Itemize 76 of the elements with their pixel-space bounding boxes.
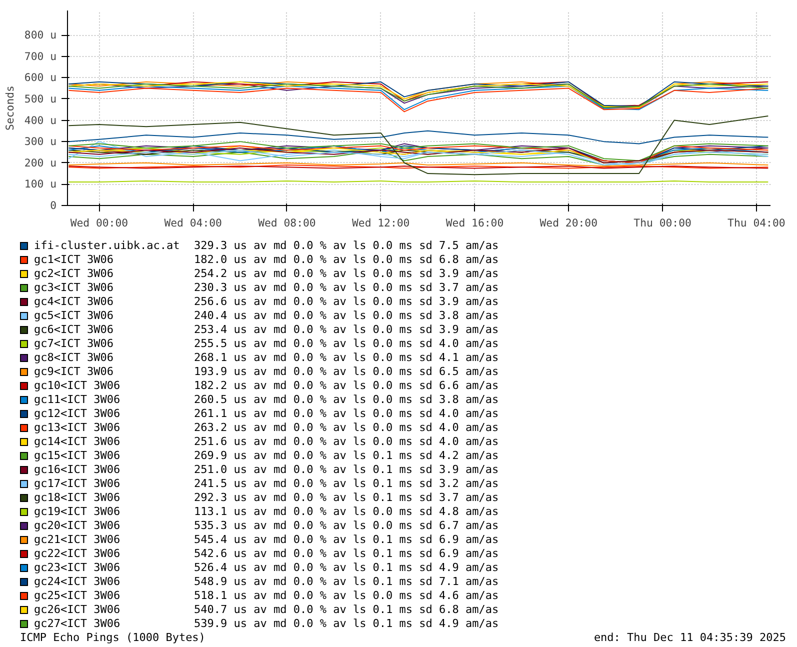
legend-label: gc13<ICT 3W06 xyxy=(34,421,122,435)
text: 182.0 us av md 0.0 % av ls 0.0 ms sd 6.8 am/as xyxy=(194,253,499,267)
y-tick-label: 800 u xyxy=(24,28,56,42)
legend-label: gc20<ICT 3W06 xyxy=(34,519,122,533)
text: 253.4 us av md 0.0 % av ls 0.0 ms sd 3.9 am/as xyxy=(194,323,499,337)
legend-label: gc11<ICT 3W06 xyxy=(34,393,122,407)
legend-label: gc1<ICT 3W06 xyxy=(34,253,114,267)
x-tick-label: Thu 04:00 xyxy=(728,216,786,230)
text: 263.2 us av md 0.0 % av ls 0.0 ms sd 4.0 am/as xyxy=(194,421,499,435)
legend-label: gc19<ICT 3W06 xyxy=(34,505,122,519)
y-tick-label: 600 u xyxy=(24,71,56,84)
text: 182.2 us av md 0.0 % av ls 0.0 ms sd 6.6 am/as xyxy=(194,379,499,393)
text: ICMP Echo Pings (1000 Bytes) xyxy=(20,631,206,645)
legend-label: gc9<ICT 3W06 xyxy=(34,365,114,379)
y-tick-label: 400 u xyxy=(24,114,56,127)
legend-label: gc26<ICT 3W06 xyxy=(34,603,122,617)
legend-label: gc6<ICT 3W06 xyxy=(34,323,114,337)
legend-label: ifi-cluster.uibk.ac.at xyxy=(34,239,181,253)
legend-label: gc2<ICT 3W06 xyxy=(34,267,114,281)
legend-label: gc4<ICT 3W06 xyxy=(34,295,114,309)
y-tick-label: 700 u xyxy=(24,50,56,63)
text: 254.2 us av md 0.0 % av ls 0.0 ms sd 3.9 am/as xyxy=(194,267,499,281)
text: 540.7 us av md 0.0 % av ls 0.1 ms sd 6.8 am/as xyxy=(194,603,499,617)
x-tick-label: Wed 16:00 xyxy=(446,216,504,230)
legend-label: gc22<ICT 3W06 xyxy=(34,547,122,561)
legend-label: gc18<ICT 3W06 xyxy=(34,491,122,505)
text: 542.6 us av md 0.0 % av ls 0.1 ms sd 6.9 am/as xyxy=(194,547,499,561)
y-tick-label: 500 u xyxy=(24,92,56,106)
x-tick-label: Thu 00:00 xyxy=(634,216,692,230)
text: 256.6 us av md 0.0 % av ls 0.0 ms sd 3.9 am/as xyxy=(194,295,499,309)
text: 292.3 us av md 0.0 % av ls 0.1 ms sd 3.7 am/as xyxy=(194,491,499,505)
y-tick-label: 200 u xyxy=(24,156,56,170)
legend-label: gc7<ICT 3W06 xyxy=(34,337,114,351)
legend-label: gc15<ICT 3W06 xyxy=(34,449,122,463)
text: 548.9 us av md 0.0 % av ls 0.1 ms sd 7.1 am/as xyxy=(194,575,499,589)
y-tick-label: 300 u xyxy=(24,135,56,148)
legend-label: gc8<ICT 3W06 xyxy=(34,351,114,365)
legend-label: gc21<ICT 3W06 xyxy=(34,533,122,547)
text: end: Thu Dec 11 04:35:39 2025 xyxy=(594,631,786,645)
text: 251.0 us av md 0.0 % av ls 0.1 ms sd 3.9 am/as xyxy=(194,463,499,477)
legend-label: gc12<ICT 3W06 xyxy=(34,407,122,421)
text: 526.4 us av md 0.0 % av ls 0.1 ms sd 4.9 am/as xyxy=(194,561,499,575)
legend-label: gc16<ICT 3W06 xyxy=(34,463,122,477)
text: 241.5 us av md 0.0 % av ls 0.1 ms sd 3.2 am/as xyxy=(194,477,499,491)
legend-label: gc23<ICT 3W06 xyxy=(34,561,122,575)
text: 268.1 us av md 0.0 % av ls 0.0 ms sd 4.1 am/as xyxy=(194,351,499,365)
text: 539.9 us av md 0.0 % av ls 0.1 ms sd 4.9 am/as xyxy=(194,617,499,631)
y-axis-title: Seconds xyxy=(3,86,16,130)
text: 535.3 us av md 0.0 % av ls 0.0 ms sd 6.7 am/as xyxy=(194,519,499,533)
legend-label: gc5<ICT 3W06 xyxy=(34,309,114,323)
text: 113.1 us av md 0.0 % av ls 0.0 ms sd 4.8 am/as xyxy=(194,505,499,519)
x-tick-label: Wed 12:00 xyxy=(352,216,410,230)
legend-label: gc25<ICT 3W06 xyxy=(34,589,122,603)
text: 329.3 us av md 0.0 % av ls 0.0 ms sd 7.5 am/as xyxy=(194,239,499,253)
x-tick-label: Wed 04:00 xyxy=(164,216,222,230)
legend-label: gc17<ICT 3W06 xyxy=(34,477,122,491)
legend-label: gc24<ICT 3W06 xyxy=(34,575,122,589)
legend-label: gc10<ICT 3W06 xyxy=(34,379,122,393)
text: 518.1 us av md 0.0 % av ls 0.0 ms sd 4.6 am/as xyxy=(194,589,499,603)
text: 269.9 us av md 0.0 % av ls 0.1 ms sd 4.2 am/as xyxy=(194,449,499,463)
x-tick-label: Wed 08:00 xyxy=(258,216,316,230)
legend-label: gc14<ICT 3W06 xyxy=(34,435,122,449)
text: 255.5 us av md 0.0 % av ls 0.0 ms sd 4.0 am/as xyxy=(194,337,499,351)
legend-label: gc3<ICT 3W06 xyxy=(34,281,114,295)
text: 251.6 us av md 0.0 % av ls 0.0 ms sd 4.0 am/as xyxy=(194,435,499,449)
text: 260.5 us av md 0.0 % av ls 0.0 ms sd 3.8 am/as xyxy=(194,393,499,407)
legend-label: gc27<ICT 3W06 xyxy=(34,617,122,631)
text: 261.1 us av md 0.0 % av ls 0.0 ms sd 4.0 am/as xyxy=(194,407,499,421)
text: 545.4 us av md 0.0 % av ls 0.1 ms sd 6.9 am/as xyxy=(194,533,499,547)
x-tick-label: Wed 00:00 xyxy=(70,216,128,230)
text: 193.9 us av md 0.0 % av ls 0.0 ms sd 6.5 am/as xyxy=(194,365,499,379)
x-tick-label: Wed 20:00 xyxy=(540,216,598,230)
text: 230.3 us av md 0.0 % av ls 0.0 ms sd 3.7 am/as xyxy=(194,281,499,295)
text: 240.4 us av md 0.0 % av ls 0.0 ms sd 3.8 am/as xyxy=(194,309,499,323)
y-tick-label: 100 u xyxy=(24,178,56,191)
y-tick-label: 0 xyxy=(50,199,57,212)
